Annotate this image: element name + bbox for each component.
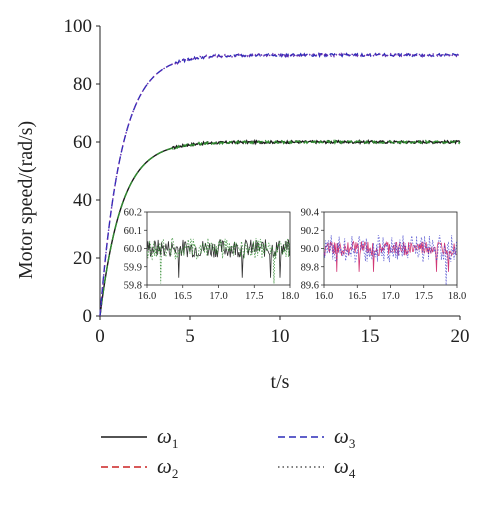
x-tick-label: 10	[271, 326, 290, 347]
legend-label: ω4	[334, 454, 356, 481]
legend-item-2: ω2	[101, 454, 178, 481]
inset-left-60: 16.0 16.5 17.0 17.5 18.0 59.8 59.9 60.0 60.1 60.2	[124, 208, 300, 303]
x-axis-label: t/s	[271, 371, 290, 393]
inset-x-tick-label: 16.5	[348, 291, 366, 302]
inset-y-tick-label: 59.8	[124, 281, 142, 292]
y-tick-label: 0	[83, 306, 93, 327]
x-tick-label: 15	[361, 326, 380, 347]
inset-y-tick-label: 60.1	[124, 226, 142, 237]
inset-x-tick-label: 18.0	[448, 291, 466, 302]
y-tick-label: 60	[73, 132, 92, 153]
inset-x-tick-label: 17.0	[381, 291, 399, 302]
legend-item-4: ω4	[278, 454, 356, 481]
y-tick-label: 40	[73, 190, 92, 211]
inset-series-ω2	[146, 236, 290, 284]
y-tick-label: 20	[73, 248, 92, 269]
inset-x-tick-label: 17.5	[245, 291, 263, 302]
inset-x-tick-label: 17.0	[209, 291, 227, 302]
inset-y-tick-label: 89.6	[301, 281, 319, 292]
inset-series-ω4	[323, 234, 457, 286]
y-tick-label: 80	[73, 74, 92, 95]
legend: ω1 ω2 ω3 ω4	[101, 424, 356, 481]
inset-right-90: 16.0 16.5 17.0 17.5 18.0 89.6 89.8 90.0 90.2 90.4	[301, 208, 467, 303]
inset-x-tick-label: 16.5	[174, 291, 192, 302]
x-tick-label: 5	[185, 326, 195, 347]
inset-y-tick-label: 89.8	[301, 262, 319, 273]
inset-x-tick-label: 17.5	[415, 291, 433, 302]
x-tick-label: 0	[95, 326, 105, 347]
inset-y-tick-label: 90.4	[301, 208, 320, 219]
series-line-ω4	[99, 52, 461, 317]
inset-y-tick-label: 90.2	[301, 226, 319, 237]
legend-label: ω2	[157, 454, 178, 481]
main-plot: 0 5 10 15 20 0 20 40 60 80 100	[64, 16, 470, 347]
inset-x-tick-label: 16.0	[315, 291, 333, 302]
legend-item-3: ω3	[278, 424, 355, 451]
legend-subscript: 3	[349, 436, 356, 451]
legend-subscript: 2	[172, 466, 179, 481]
legend-subscript: 4	[349, 466, 356, 481]
legend-item-1: ω1	[101, 424, 178, 451]
legend-label: ω3	[334, 424, 355, 451]
inset-y-tick-label: 90.0	[301, 244, 319, 255]
legend-subscript: 1	[172, 436, 179, 451]
inset-y-tick-label: 60.2	[124, 208, 142, 219]
inset-y-tick-label: 60.0	[124, 244, 142, 255]
series-line-ω2	[99, 138, 461, 317]
inset-y-tick-label: 59.9	[124, 262, 142, 273]
inset-x-tick-label: 18.0	[281, 291, 299, 302]
inset-series-ω3	[323, 240, 457, 272]
y-tick-label: 100	[64, 16, 93, 37]
inset-x-tick-label: 16.0	[138, 291, 156, 302]
x-tick-label: 20	[451, 326, 470, 347]
legend-label: ω1	[157, 424, 178, 451]
y-axis-label: Motor speed/(rad/s)	[15, 121, 37, 279]
